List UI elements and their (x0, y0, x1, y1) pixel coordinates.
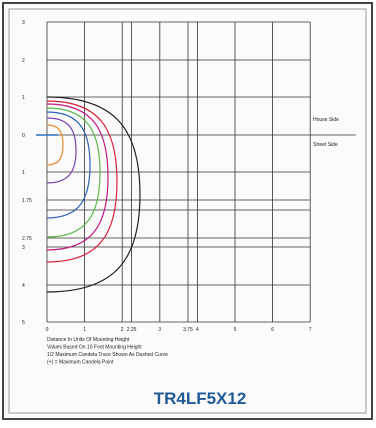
isoline (46, 96, 141, 293)
isoline (46, 100, 118, 263)
x-label: 3 (158, 327, 161, 333)
inner-frame (8, 8, 367, 414)
x-label: 2.25 (127, 327, 137, 333)
y-label: 4 (22, 283, 25, 289)
street-side-label: Street Side (313, 142, 338, 148)
x-label: 4 (196, 327, 199, 333)
y-label: 1 (22, 170, 25, 176)
grid (36, 21, 356, 323)
y-label: 3 (22, 20, 25, 26)
isoline (46, 117, 77, 184)
isolines (46, 96, 141, 293)
y-label: 3 (22, 245, 25, 251)
note: 1/2 Maximum Candela Trace Shown As Dashe… (47, 352, 168, 358)
y-label: 0 (22, 133, 25, 139)
x-label: 1 (83, 327, 86, 333)
note: Distance In Units Of Mounting Height (47, 337, 130, 343)
y-label: 2.75 (22, 236, 32, 242)
isoline (46, 111, 91, 219)
x-label: 0 (46, 327, 49, 333)
x-label: 7 (309, 327, 312, 333)
y-label: 1 (22, 95, 25, 101)
x-label: 5 (234, 327, 237, 333)
isoline (46, 124, 64, 166)
isoline (46, 107, 101, 238)
y-label: 5 (22, 320, 25, 326)
labels: 0 1 2 2.25 3 3.75 4 5 6 7321011.752.75345Distance… (22, 20, 312, 366)
house-side-label: House Side (313, 117, 339, 123)
x-label: 6 (271, 327, 274, 333)
x-label: 3.75 (183, 327, 193, 333)
isoline (46, 103, 109, 251)
note: Values Based On 10 Foot Mounting Height (47, 345, 142, 351)
x-label: 2 (121, 327, 124, 333)
y-label: 1.75 (22, 198, 32, 204)
title: TR4LF5X12 (154, 389, 247, 408)
note: (+) = Maximum Candela Point (47, 360, 114, 366)
y-label: 2 (22, 58, 25, 64)
